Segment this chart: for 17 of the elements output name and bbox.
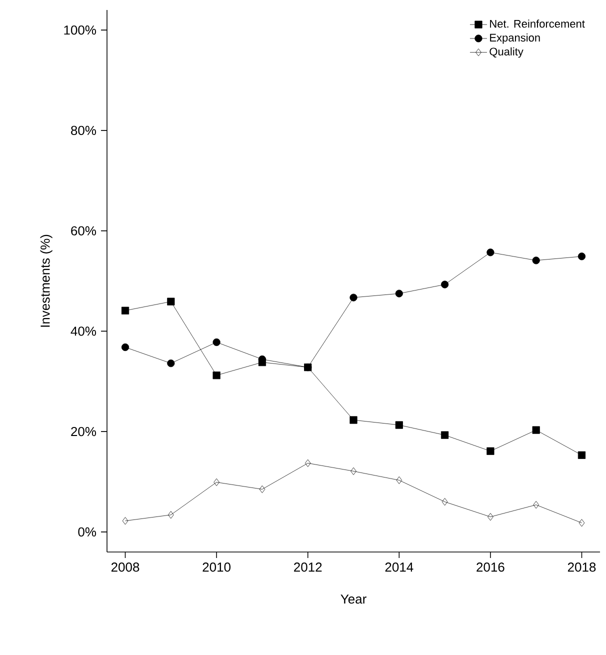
x-tick-label: 2010	[202, 562, 230, 572]
legend-label: Net. Reinforcement	[490, 20, 585, 28]
y-tick-label: 80%	[71, 126, 96, 136]
y-tick-label: 60%	[71, 226, 96, 236]
legend-label: Expansion	[490, 34, 540, 44]
legend-label: Quality	[490, 47, 524, 58]
y-axis-title: Investments (%)	[40, 234, 52, 327]
x-axis-title: Year	[340, 594, 366, 604]
x-tick-label: 2008	[111, 562, 140, 572]
y-tick-label: 0%	[78, 527, 96, 537]
x-tick-label: 2016	[476, 562, 504, 572]
x-tick-label: 2012	[294, 562, 322, 572]
y-tick-label: 40%	[70, 326, 96, 336]
x-tick-label: 2014	[385, 562, 414, 572]
x-tick-label: 2018	[568, 562, 596, 572]
y-tick-label: 100%	[64, 25, 96, 35]
y-tick-label: 20%	[71, 426, 96, 436]
